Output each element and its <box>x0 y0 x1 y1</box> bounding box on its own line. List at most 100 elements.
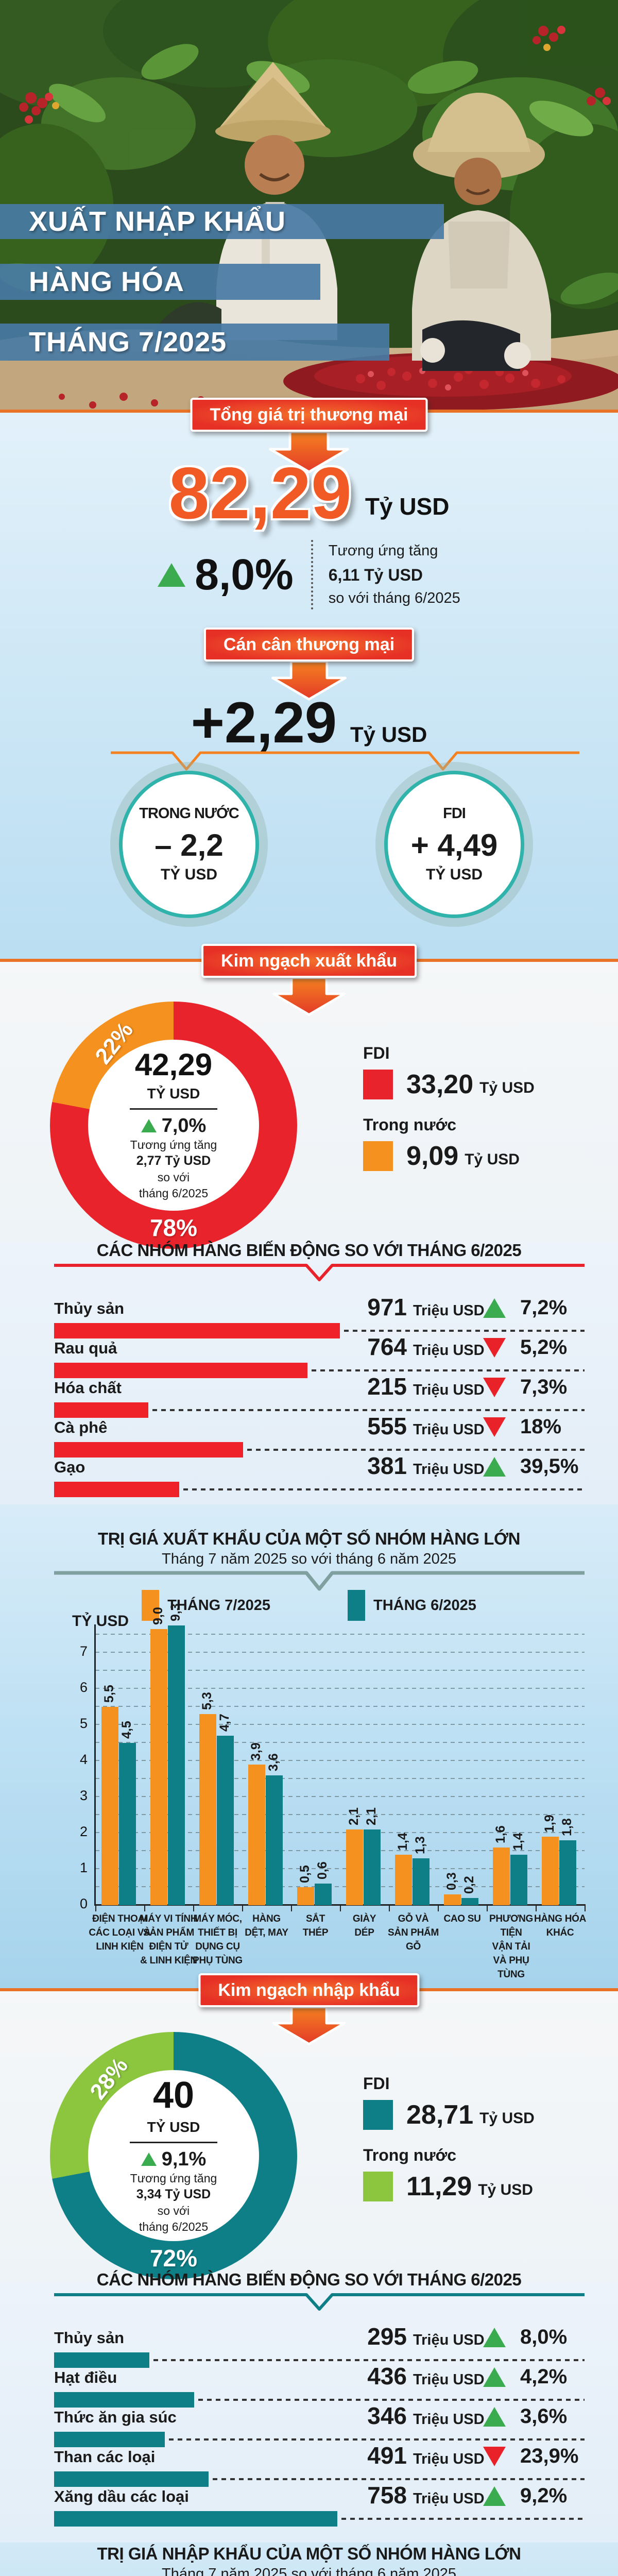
farmer-right <box>412 93 551 371</box>
note-2: 2,77 Tỷ USD <box>136 1154 211 1168</box>
bar-value-label: 0,5 <box>297 1865 312 1883</box>
bar-thang6 <box>217 1736 234 1905</box>
commodity-bar <box>54 2511 337 2527</box>
import-chart-title: TRỊ GIÁ NHẬP KHẨU CỦA MỘT SỐ NHÓM HÀNG L… <box>97 2544 521 2563</box>
export-movers-title: CÁC NHÓM HÀNG BIẾN ĐỘNG SO VỚI THÁNG 6/2… <box>96 1241 522 1260</box>
commodity-value: 436 <box>367 2363 407 2389</box>
bar-thang6 <box>510 1855 527 1905</box>
export-donut-chart: 42,29 TỶ USD 7,0% Tương ứng tăng 2,77 Tỷ… <box>50 1002 297 1249</box>
commodity-bar <box>54 1482 179 1497</box>
x-tick-mark <box>95 1906 96 1911</box>
y-tick-label: 7 <box>79 1643 88 1659</box>
import-movers-bracket <box>54 2293 585 2311</box>
x-tick-mark <box>536 1906 537 1911</box>
import-total-unit: TỶ USD <box>147 2119 200 2135</box>
commodity-bar <box>54 2471 209 2487</box>
commodity-unit: Triệu USD <box>413 2451 485 2467</box>
bar-value-label: 1,8 <box>559 1818 574 1836</box>
x-tick-mark <box>487 1906 488 1911</box>
legend-thang6-label: THÁNG 6/2025 <box>373 1597 476 1614</box>
bar-value-label: 1,3 <box>413 1836 427 1854</box>
trend-down-icon <box>483 1338 506 1360</box>
bar-value-label: 1,4 <box>510 1833 525 1851</box>
triangle-glyph <box>483 2328 506 2347</box>
x-tick-mark <box>585 1906 586 1911</box>
legend-fdi-value: 33,20 <box>406 1070 474 1099</box>
balance-value-row: +2,29 Tỷ USD <box>0 690 618 755</box>
y-tick-label: 3 <box>79 1788 88 1803</box>
trend-down-icon <box>483 1417 506 1439</box>
import-donut-legend: FDI 28,71 Tỷ USD Trong nước 11,29 Tỷ USD <box>363 2074 535 2217</box>
commodity-bar <box>54 2392 194 2408</box>
import-change-row: 9,1% <box>141 2148 207 2171</box>
bar-thang7 <box>493 1848 510 1905</box>
export-donut-center: 42,29 TỶ USD 7,0% Tương ứng tăng 2,77 Tỷ… <box>88 1040 259 1211</box>
gridline <box>95 1652 585 1653</box>
y-tick-label: 6 <box>79 1680 88 1695</box>
banner-import-label: Kim ngạch nhập khẩu <box>218 1980 400 2000</box>
note-3: so với <box>157 1171 190 1184</box>
down-arrow-icon <box>269 431 349 473</box>
total-trade-change-notes: Tương ứng tăng 6,11 Tỷ USD so với tháng … <box>311 540 460 609</box>
bar-thang6 <box>461 1898 478 1905</box>
bar-thang6 <box>266 1775 283 1905</box>
thang6-color-chip <box>348 1590 365 1621</box>
x-tick-mark <box>242 1906 243 1911</box>
trend-down-icon <box>483 1378 506 1400</box>
down-arrow-icon <box>272 2006 346 2045</box>
commodity-change-pct: 18% <box>520 1415 562 1438</box>
total-trade-change-row: 8,0% Tương ứng tăng 6,11 Tỷ USD so với t… <box>0 540 618 609</box>
thang7-color-chip <box>142 1590 160 1621</box>
gridline <box>95 1688 585 1689</box>
legend-domestic-unit: Tỷ USD <box>478 2181 533 2198</box>
commodity-value: 758 <box>367 2482 407 2509</box>
commodity-change-pct: 4,2% <box>520 2365 568 2388</box>
commodity-label: Cà phê <box>54 1418 108 1436</box>
bar-value-label: 1,6 <box>493 1825 508 1843</box>
legend-domestic-row: 11,29 Tỷ USD <box>363 2171 535 2202</box>
bar-value-label: 4,7 <box>217 1714 232 1732</box>
import-fdi-pct: 72% <box>149 2245 198 2272</box>
bar-thang7 <box>248 1765 265 1905</box>
commodity-bar <box>54 1363 307 1378</box>
down-arrow-icon <box>272 977 346 1016</box>
export-change-pct: 7,0% <box>161 1114 207 1137</box>
bar-thang6 <box>119 1743 136 1905</box>
commodity-value: 491 <box>367 2442 407 2469</box>
commodity-bar <box>54 1442 243 1458</box>
legend-thang6: THÁNG 6/2025 <box>348 1590 476 1621</box>
balance-domestic-label: TRONG NƯỚC <box>139 805 239 822</box>
export-change-row: 7,0% <box>141 1114 207 1137</box>
commodity-bar <box>54 1323 340 1338</box>
dotted-leader <box>152 1409 585 1411</box>
fdi-color-chip <box>363 2100 393 2130</box>
bar-thang6 <box>315 1884 332 1905</box>
export-total-value: 42,29 <box>134 1047 213 1082</box>
triangle-glyph <box>483 1378 506 1397</box>
export-donut-legend: FDI 33,20 Tỷ USD Trong nước 9,09 Tỷ USD <box>363 1044 535 1187</box>
commodity-value: 215 <box>367 1373 407 1400</box>
commodity-value: 555 <box>367 1413 407 1439</box>
note-3: so với <box>157 2204 190 2218</box>
legend-thang7: THÁNG 7/2025 <box>142 1590 270 1621</box>
import-change-pct: 9,1% <box>161 2148 207 2170</box>
balance-value: +2,29 <box>191 690 337 755</box>
y-tick-label: 1 <box>79 1860 88 1875</box>
import-movers-title: CÁC NHÓM HÀNG BIẾN ĐỘNG SO VỚI THÁNG 6/2… <box>96 2270 522 2289</box>
legend-fdi-label: FDI <box>363 1044 390 1062</box>
section-bg-import-list <box>0 2282 618 2543</box>
gridline <box>95 1724 585 1725</box>
commodity-unit: Triệu USD <box>413 1302 485 1319</box>
commodity-label: Gạo <box>54 1458 85 1476</box>
dotted-leader <box>198 2399 585 2401</box>
total-trade-value: 82,29 <box>168 452 352 534</box>
category-label: GIÀY DÉP <box>352 1913 376 1938</box>
header-title-bar-1: XUẤT NHẬP KHẨU <box>0 204 444 239</box>
x-axis-line <box>94 1904 586 1906</box>
commodity-unit: Triệu USD <box>413 1461 485 1478</box>
bar-value-label: 0,3 <box>444 1872 459 1890</box>
balance-unit: Tỷ USD <box>350 722 427 747</box>
commodity-value: 381 <box>367 1452 407 1479</box>
legend-domestic-value: 11,29 <box>406 2172 472 2201</box>
export-chart-subtitle: Tháng 7 năm 2025 so với tháng 6 năm 2025 <box>161 1551 456 1567</box>
